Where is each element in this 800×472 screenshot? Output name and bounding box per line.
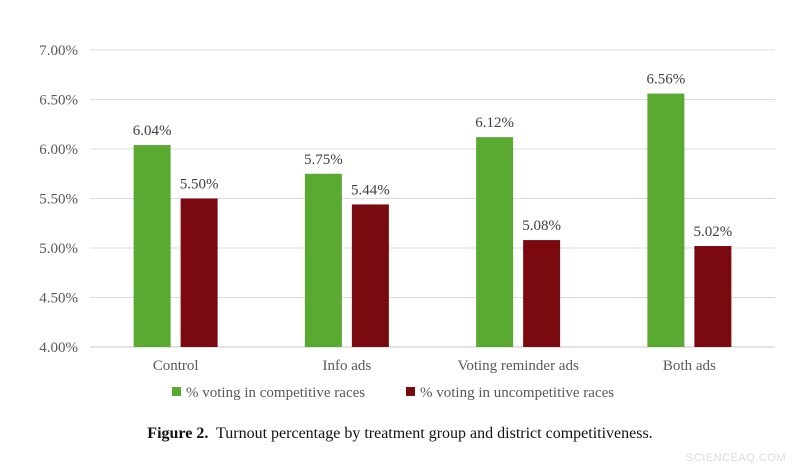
figure-caption: Figure 2. Turnout percentage by treatmen… (0, 425, 800, 443)
y-tick-label: 5.00% (39, 241, 78, 257)
bar-uncompetitive (523, 240, 561, 347)
data-label: 6.56% (647, 72, 686, 88)
y-tick-label: 4.50% (39, 291, 78, 307)
watermark: SCIENCEAQ.COM (685, 452, 786, 464)
data-labels: 6.04% 5.50% 5.75% 5.44% 6.12% 5.08% 6.56% 5.02% (133, 72, 733, 240)
x-axis-categories: Control Info ads Voting reminder ads Both a… (153, 358, 716, 374)
bar-uncompetitive (351, 204, 389, 347)
data-label: 5.50% (180, 177, 219, 193)
y-tick-label: 4.00% (39, 340, 78, 356)
caption-label: Figure 2. (147, 425, 209, 442)
legend-swatch (406, 387, 415, 396)
data-label: 5.08% (522, 218, 561, 234)
category-label: Both ads (663, 358, 716, 374)
y-tick-label: 6.50% (39, 93, 78, 109)
bar-competitive (133, 145, 171, 347)
category-label: Control (153, 358, 199, 374)
category-label: Voting reminder ads (457, 358, 579, 374)
legend-label: % voting in competitive races (186, 385, 365, 401)
category-label: Info ads (323, 358, 372, 374)
data-label: 5.02% (694, 224, 733, 240)
data-label: 5.44% (351, 182, 390, 198)
y-tick-label: 6.00% (39, 142, 78, 158)
legend-label: % voting in uncompetitive races (420, 385, 614, 401)
y-tick-label: 5.50% (39, 192, 78, 208)
y-axis-ticks: 4.00% 4.50% 5.00% 5.50% 6.00% 6.50% 7.00% (39, 43, 78, 356)
data-label: 6.04% (133, 123, 172, 139)
bar-uncompetitive (694, 246, 732, 347)
data-label: 6.12% (475, 115, 514, 131)
data-label: 5.75% (304, 152, 343, 168)
y-tick-label: 7.00% (39, 43, 78, 59)
bar-competitive (647, 93, 685, 347)
bar-competitive (476, 137, 514, 347)
bars (133, 93, 732, 347)
legend-swatch (172, 387, 181, 396)
bar-competitive (304, 173, 342, 347)
caption-text: Turnout percentage by treatment group an… (216, 425, 653, 442)
legend: % voting in competitive races % voting in… (172, 385, 614, 401)
bar-uncompetitive (180, 198, 218, 347)
